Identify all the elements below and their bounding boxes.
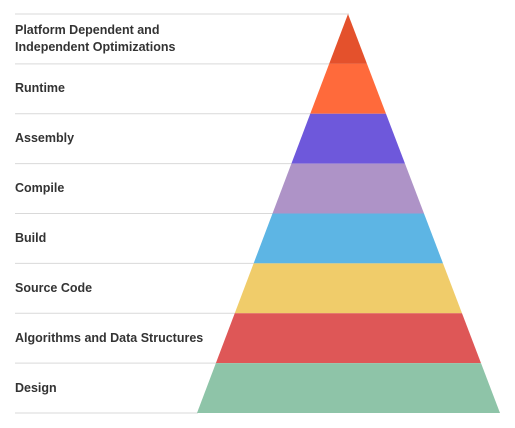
tier-label-text: Assembly	[15, 131, 75, 146]
tier-label-6: Algorithms and Data Structures	[15, 313, 205, 363]
tier-label-7: Design	[15, 363, 205, 413]
pyramid-tier-0	[329, 14, 367, 64]
pyramid-tier-3	[272, 163, 424, 214]
tier-label-1: Runtime	[15, 64, 205, 114]
tier-label-3: Compile	[15, 164, 205, 214]
pyramid-tier-4	[253, 213, 443, 264]
tier-label-2: Assembly	[15, 114, 205, 164]
pyramid-tier-7	[197, 363, 500, 413]
tier-label-text: Design	[15, 380, 57, 395]
pyramid-tier-6	[215, 313, 481, 364]
tier-label-text: Algorithms and Data Structures	[15, 330, 204, 345]
pyramid-tier-2	[291, 113, 405, 164]
tier-label-text: Source Code	[15, 280, 93, 295]
tier-label-text: Compile	[15, 181, 65, 196]
pyramid-tier-5	[234, 263, 462, 314]
tier-label-0: Platform Dependent and Independent Optim…	[15, 14, 205, 64]
tier-label-text: Runtime	[15, 81, 65, 96]
tier-label-text: Build	[15, 230, 47, 245]
tier-label-5: Source Code	[15, 263, 205, 313]
tier-label-4: Build	[15, 214, 205, 264]
pyramid-tier-1	[310, 63, 386, 114]
tier-label-text: Platform Dependent and Independent Optim…	[15, 22, 176, 54]
